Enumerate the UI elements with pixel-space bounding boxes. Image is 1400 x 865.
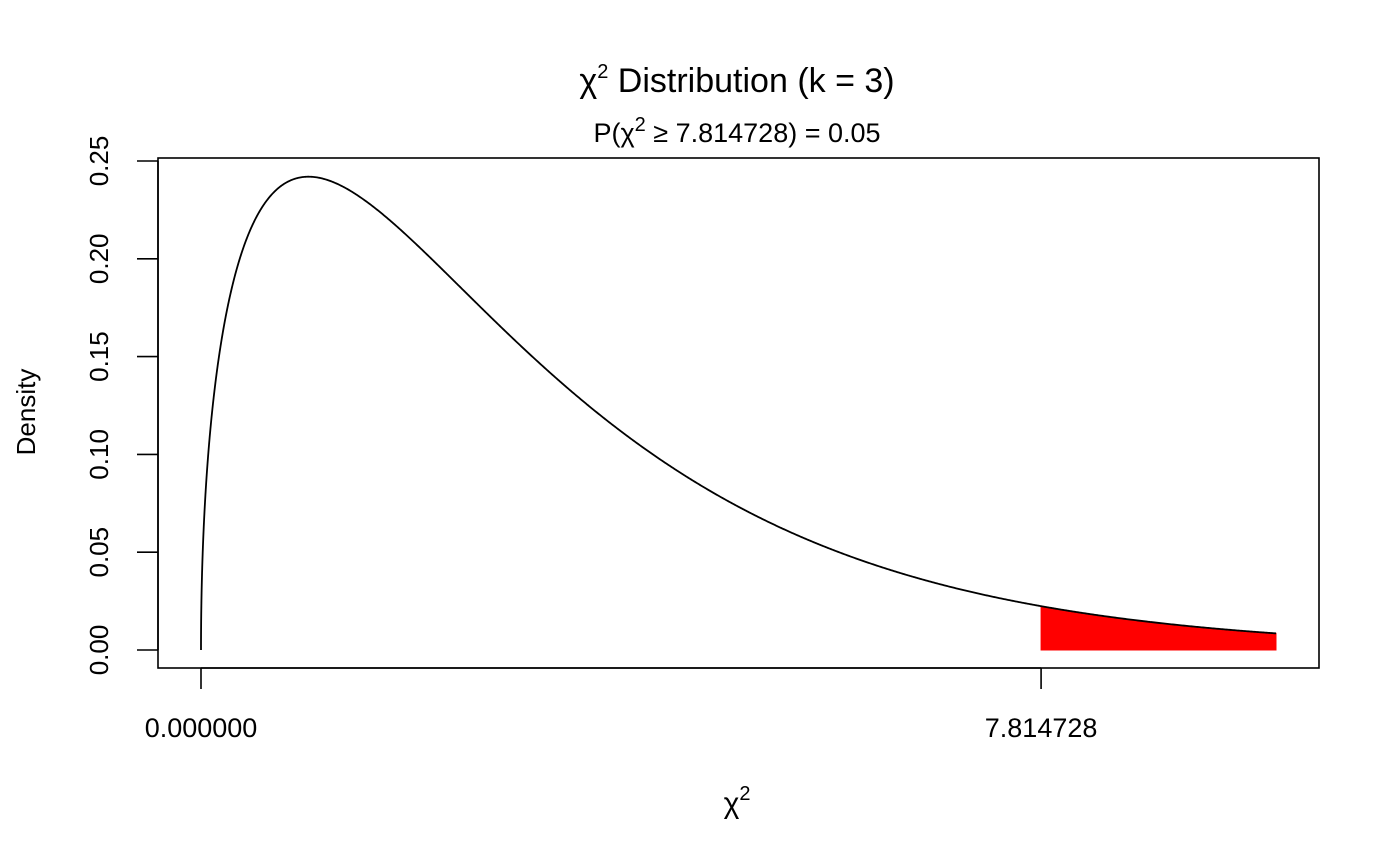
subtitle-superscript: 2 — [635, 114, 646, 136]
x-tick-label: 0.000000 — [145, 713, 258, 743]
y-tick-label: 0.05 — [84, 527, 114, 578]
y-tick-label: 0.10 — [84, 429, 114, 480]
subtitle-suffix: ≥ 7.814728) = 0.05 — [646, 118, 881, 148]
x-axis-label: χ2 — [724, 783, 751, 820]
y-tick-label: 0.00 — [84, 625, 114, 676]
x-axis: 0.000000 7.814728 — [145, 667, 1098, 743]
y-axis-label: Density — [11, 369, 41, 456]
density-curve — [200, 175, 1277, 650]
y-tick-label: 0.25 — [84, 136, 114, 187]
chart-title: χ2 Distribution (k = 3) — [579, 61, 894, 100]
y-axis: 0.00 0.05 0.10 0.15 0.20 0.25 — [84, 136, 159, 676]
plot-border — [157, 157, 1320, 669]
y-tick-label: 0.20 — [84, 233, 114, 284]
title-suffix: Distribution (k = 3) — [608, 62, 894, 100]
y-tick-label: 0.15 — [84, 331, 114, 382]
xlabel-prefix: χ — [724, 787, 740, 820]
subtitle-prefix: P(χ — [593, 118, 634, 148]
chart-subtitle: P(χ2 ≥ 7.814728) = 0.05 — [593, 114, 880, 148]
title-superscript: 2 — [597, 61, 608, 83]
x-tick-label: 7.814728 — [985, 713, 1098, 743]
xlabel-superscript: 2 — [739, 783, 750, 805]
title-prefix: χ — [579, 62, 597, 100]
